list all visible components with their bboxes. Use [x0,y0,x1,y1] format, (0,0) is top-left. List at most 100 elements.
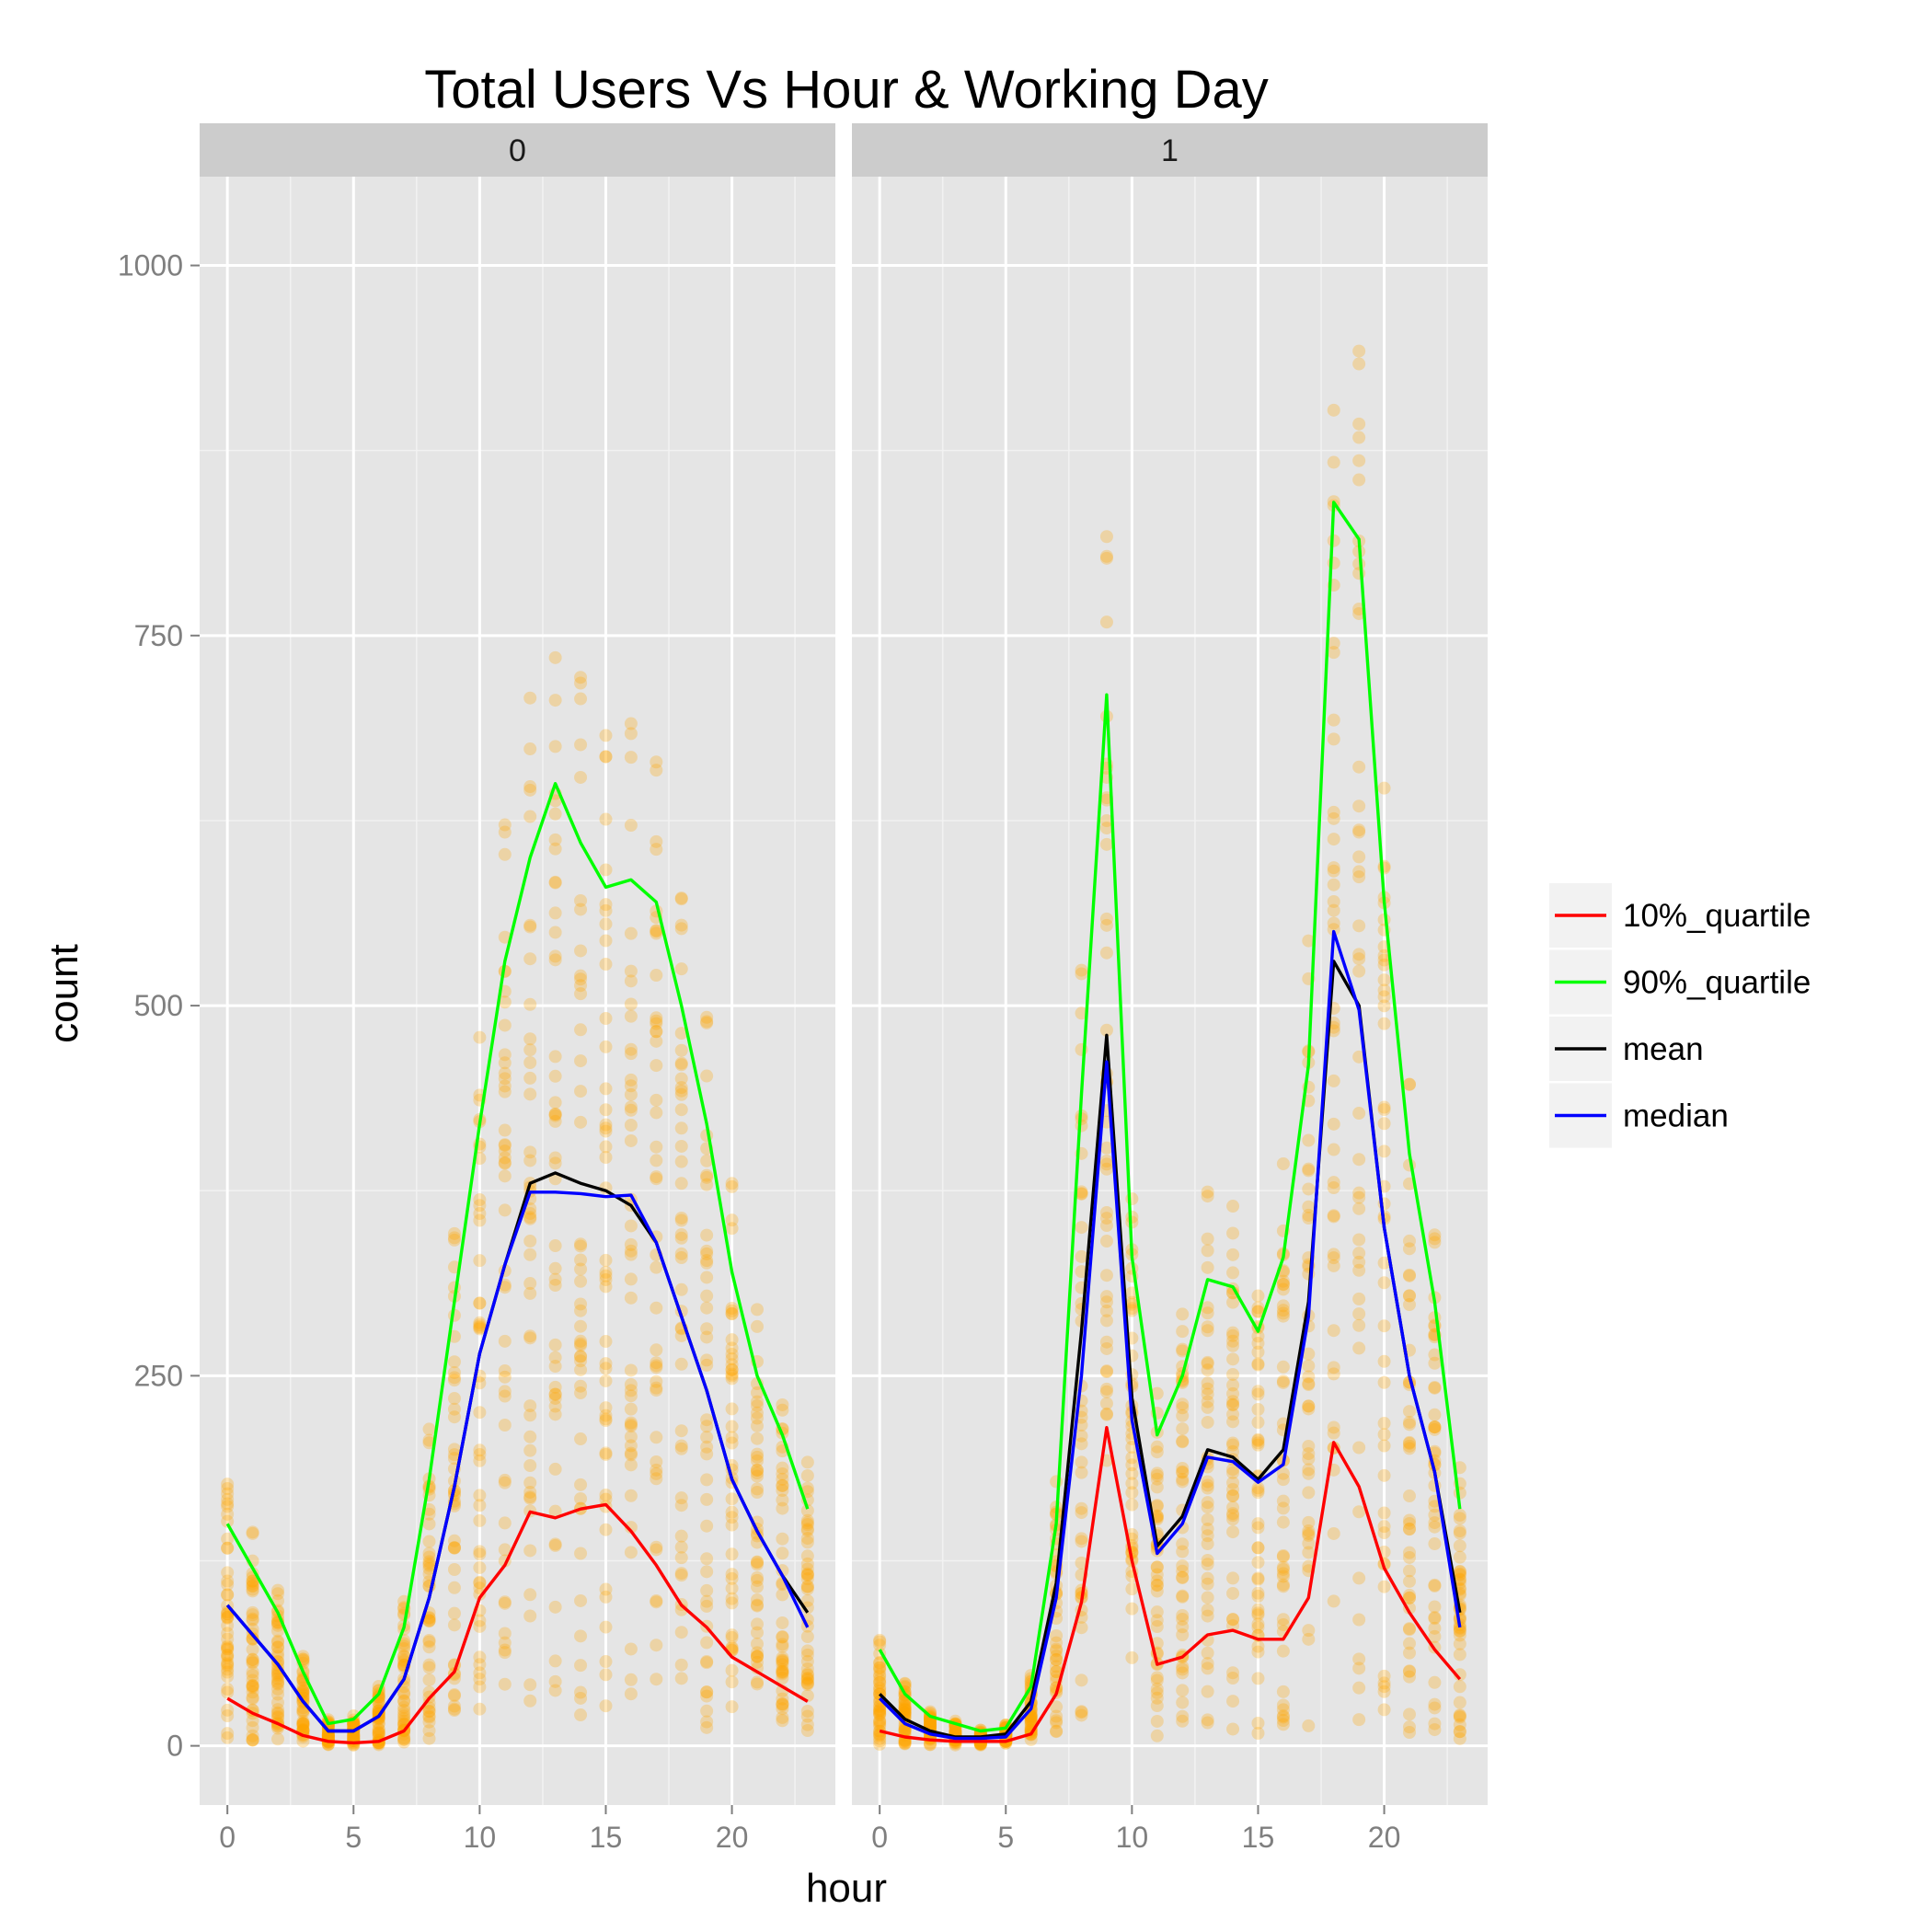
scatter-point [422,1710,436,1724]
scatter-point [1251,1571,1265,1585]
scatter-point [1201,1571,1214,1585]
scatter-point [776,1630,789,1644]
scatter-point [271,1646,285,1660]
scatter-point [523,1485,537,1499]
scatter-point [624,1687,638,1701]
scatter-point [574,1350,588,1363]
scatter-point [1327,713,1340,727]
scatter-point [650,1140,663,1154]
scatter-point [221,1642,235,1656]
scatter-point [1099,1385,1113,1398]
scatter-point [599,1668,613,1682]
scatter-point [1150,1714,1164,1728]
scatter-point [246,1733,259,1747]
scatter-point [548,1096,562,1110]
scatter-point [372,1711,385,1725]
scatter-point [776,1697,789,1711]
scatter-point [1099,1365,1113,1379]
scatter-point [599,1401,613,1415]
scatter-point [246,1732,259,1746]
scatter-point [650,1455,663,1468]
scatter-point [221,1507,235,1521]
scatter-point [800,1549,814,1563]
scatter-point [372,1722,385,1736]
scatter-point [1201,1478,1214,1492]
scatter-point [574,1274,588,1288]
scatter-point [574,1297,588,1311]
scatter-point [674,1058,688,1072]
scatter-point [1327,923,1340,937]
scatter-point [1352,850,1366,864]
scatter-point [1302,1162,1316,1176]
scatter-point [447,1448,461,1462]
scatter-point [1453,1565,1466,1579]
scatter-point [674,1672,688,1685]
scatter-point [1201,1716,1214,1730]
scatter-point [1099,1162,1113,1176]
scatter-point [1251,1357,1265,1371]
scatter-point [1075,1673,1088,1687]
scatter-point [1226,1509,1240,1523]
scatter-point [700,1330,714,1344]
series-line-median [878,929,1462,1741]
scatter-point [1150,1468,1164,1482]
scatter-point [650,755,663,769]
scatter-point [1176,1435,1190,1449]
scatter-point [1201,1522,1214,1535]
scatter-point [776,1666,789,1680]
scatter-points [873,344,1466,1752]
scatter-point [447,1371,461,1385]
scatter-point [725,1351,739,1365]
scatter-point [296,1717,310,1731]
scatter-point [347,1729,361,1742]
scatter-point [700,1413,714,1427]
scatter-point [397,1732,411,1746]
scatter-point [1024,1712,1038,1726]
scatter-point [1377,983,1391,997]
scatter-point [1428,1381,1442,1395]
scatter-point [1150,1560,1164,1574]
scatter-point [574,972,588,986]
scatter-point [898,1703,912,1717]
scatter-point [1099,1141,1113,1155]
scatter-point [1402,1077,1416,1091]
scatter-point [624,1363,638,1377]
scatter-point [1428,1348,1442,1362]
scatter-point [473,1560,487,1574]
scatter-point [650,1463,663,1477]
scatter-point [1402,1574,1416,1588]
legend-item-median: median [1549,1083,1729,1148]
scatter-point [1352,1652,1366,1666]
scatter-point [725,1301,739,1315]
scatter-point [1352,760,1366,774]
scatter-point [1327,903,1340,917]
scatter-point [1251,1541,1265,1555]
scatter-point [873,1673,887,1687]
scatter-point [1075,1501,1088,1515]
scatter-point [447,1668,461,1682]
scatter-point [447,1233,461,1247]
scatter-point [1201,1301,1214,1315]
scatter-point [1050,1644,1064,1658]
scatter-point [1352,1153,1366,1167]
scatter-point [1428,1600,1442,1614]
scatter-point [422,1640,436,1654]
scatter-point [574,1237,588,1251]
scatter-point [750,1626,764,1639]
scatter-point [422,1611,436,1625]
scatter-point [498,1144,512,1158]
x-tick-label: 15 [590,1821,623,1854]
scatter-point [725,1304,739,1317]
scatter-point [548,1108,562,1121]
scatter-point [271,1624,285,1638]
scatter-point [650,926,663,940]
scatter-point [1377,1680,1391,1694]
scatter-point [800,1648,814,1662]
scatter-point [700,1069,714,1083]
scatter-point [1251,1639,1265,1653]
scatter-point [498,1543,512,1557]
scatter-point [650,1384,663,1397]
scatter-point [1428,1508,1442,1522]
scatter-point [574,1304,588,1317]
scatter-point [599,1357,613,1371]
